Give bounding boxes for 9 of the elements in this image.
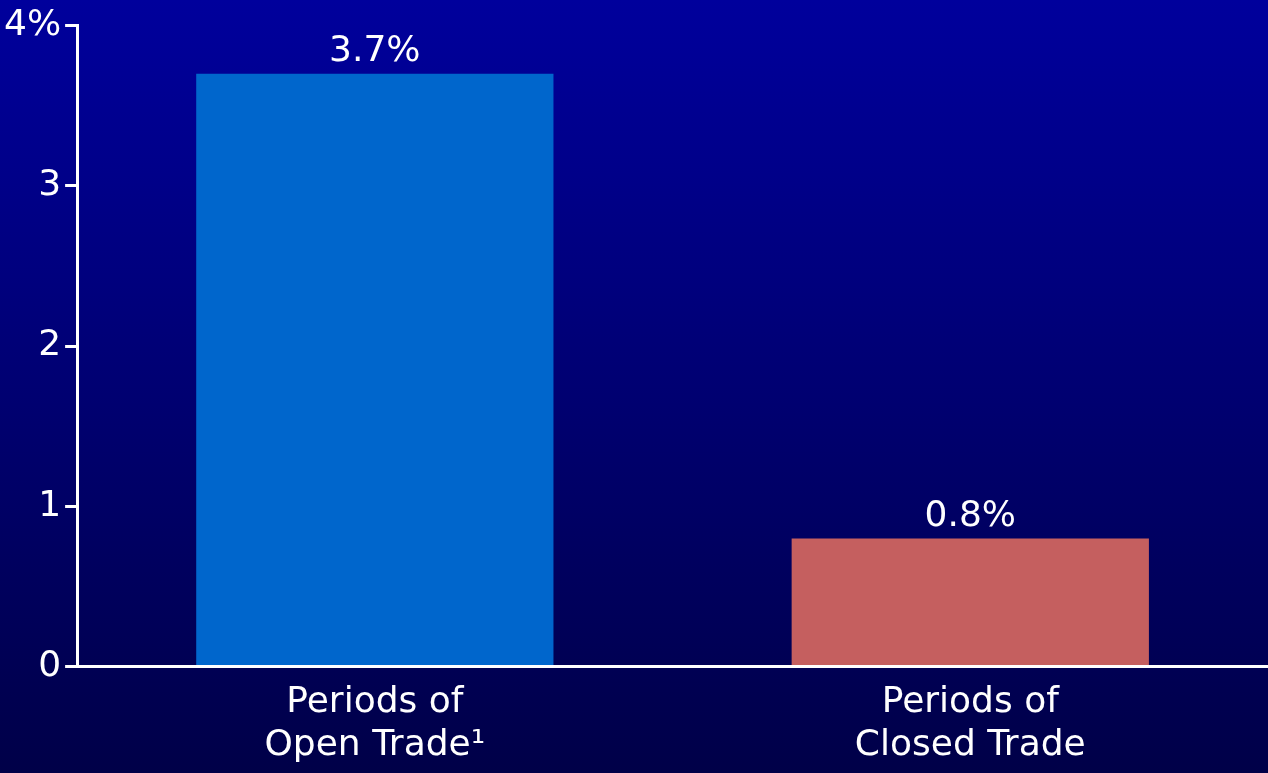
y-tick-label: 4% [3, 1, 62, 43]
y-tick-label: 3 [38, 162, 62, 204]
y-tick-label: 1 [38, 482, 62, 524]
x-tick-label: Periods of Closed Trade [854, 678, 1086, 763]
data-label: 3.7% [329, 28, 421, 70]
y-tick-label: 2 [38, 322, 62, 364]
data-label: 0.8% [924, 492, 1017, 534]
x-tick-label: Periods of Open Trade¹ [264, 678, 486, 763]
y-tick-label: 0 [38, 642, 62, 684]
